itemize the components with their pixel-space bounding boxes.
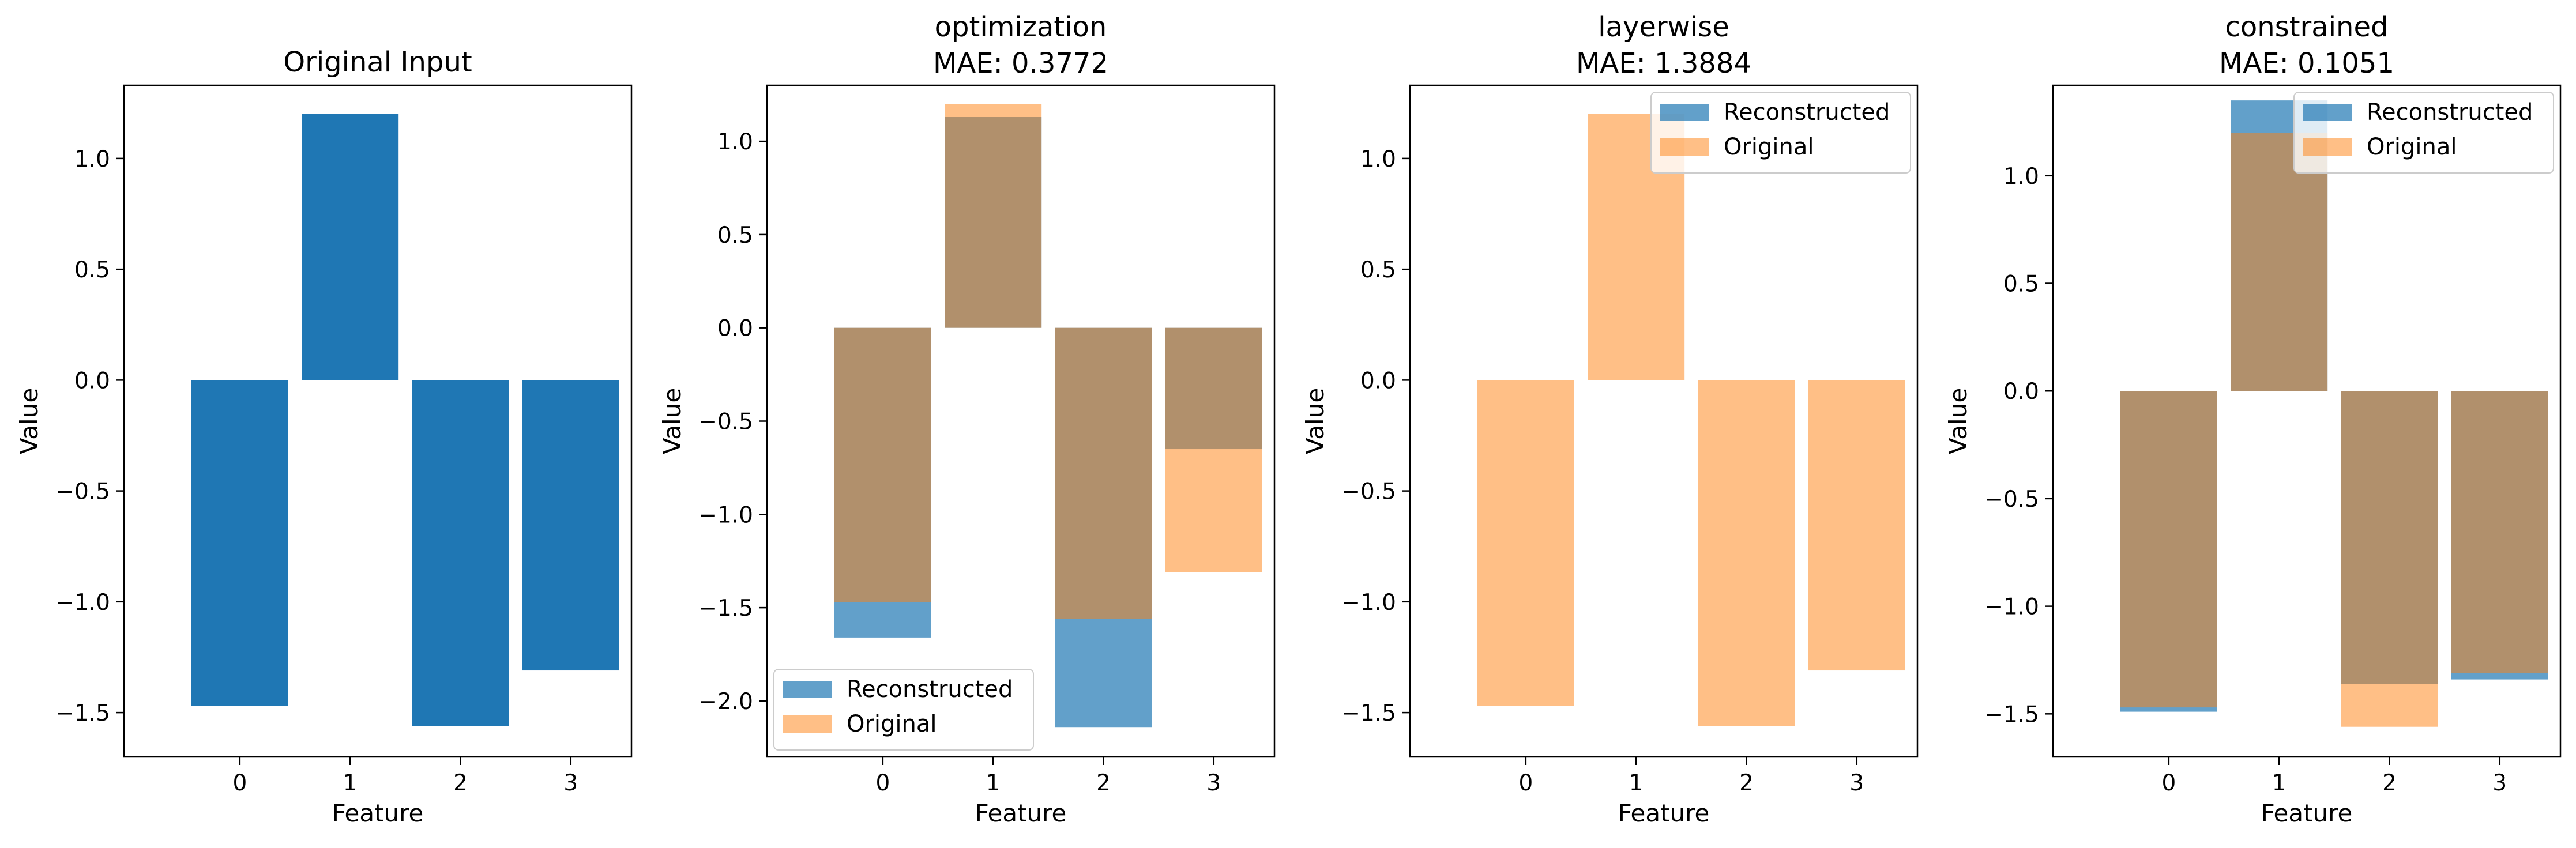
legend-swatch	[1660, 138, 1709, 156]
bar-value-1	[302, 114, 399, 380]
y-tick-label: −2.0	[698, 689, 753, 715]
y-tick-label: 1.0	[717, 129, 753, 155]
x-tick-label: 0	[2161, 770, 2176, 796]
bar-original-2	[1055, 327, 1152, 619]
legend-box	[2293, 92, 2554, 174]
panel-2: 1.0 0.5 0.0 −0.5 −1.0 −1.5 0 1 2 3 Feature Value lay…	[1301, 11, 1919, 827]
legend-label: Reconstructed	[847, 676, 1013, 703]
y-tick-label: −1.5	[55, 700, 110, 726]
x-tick-label: 1	[2272, 770, 2287, 796]
legend-swatch	[1660, 104, 1709, 121]
y-tick-label: −0.5	[1341, 479, 1396, 505]
x-tick-label: 2	[1739, 770, 1754, 796]
x-tick-label: 3	[1206, 770, 1221, 796]
y-tick-label: −1.5	[1341, 700, 1396, 726]
x-tick-label: 2	[453, 770, 468, 796]
y-tick-label: −1.0	[55, 590, 110, 616]
y-tick-label: 1.0	[74, 146, 110, 172]
chart-title: MAE: 0.3772	[933, 47, 1108, 80]
y-tick-label: 0.5	[717, 223, 753, 248]
axes-frame	[123, 84, 633, 758]
chart-title: layerwise	[1598, 11, 1729, 43]
axes-frame	[1409, 84, 1919, 758]
legend-label: Original	[847, 711, 937, 737]
bar-original-2	[2341, 391, 2438, 727]
x-axis-label: Feature	[2261, 799, 2353, 827]
legend-label: Original	[2367, 134, 2457, 160]
panel-0: 1.0 0.5 0.0 −0.5 −1.0 −1.5 0 1 2 3 Feature Value Ori…	[15, 46, 633, 827]
bar-value-0	[191, 380, 288, 706]
bar-original-0	[2120, 391, 2217, 708]
y-tick-label: −0.5	[55, 479, 110, 505]
bar-value-3	[522, 380, 619, 671]
x-tick-label: 3	[563, 770, 578, 796]
y-tick-label: −1.5	[1984, 702, 2039, 728]
legend-label: Original	[1724, 134, 1814, 160]
y-tick-label: 0.0	[1360, 368, 1396, 394]
y-tick-label: −1.0	[1984, 594, 2039, 620]
legend: Reconstructed Original	[1650, 92, 1911, 174]
chart-title: MAE: 0.1051	[2219, 47, 2394, 80]
y-tick-label: 1.0	[1360, 146, 1396, 172]
legend-swatch	[2303, 104, 2352, 121]
legend: Reconstructed Original	[2293, 92, 2554, 174]
bar-original-1	[945, 104, 1042, 328]
y-tick-label: 0.5	[1360, 257, 1396, 283]
y-tick-label: −1.0	[1341, 590, 1396, 616]
bar-original-2	[1698, 380, 1795, 726]
chart-title: MAE: 1.3884	[1576, 47, 1751, 80]
y-tick-label: 1.0	[2003, 164, 2039, 190]
x-tick-label: 1	[343, 770, 358, 796]
panel-3: 1.0 0.5 0.0 −0.5 −1.0 −1.5 0 1 2 3 Feature Value con…	[1944, 11, 2562, 827]
x-axis-label: Feature	[332, 799, 424, 827]
y-tick-label: −0.5	[1984, 487, 2039, 512]
x-tick-label: 2	[2382, 770, 2397, 796]
y-tick-label: 0.5	[2003, 272, 2039, 297]
bar-original-1	[2231, 133, 2328, 391]
bar-value-2	[412, 380, 509, 726]
y-axis-label: Value	[1301, 388, 1329, 454]
y-tick-label: −1.5	[698, 596, 753, 621]
x-tick-label: 0	[1518, 770, 1533, 796]
y-tick-label: 0.0	[74, 368, 110, 394]
bar-original-3	[1165, 327, 1262, 572]
axes-frame	[2052, 84, 2562, 758]
x-tick-label: 3	[2492, 770, 2507, 796]
bar-original-0	[1477, 380, 1574, 706]
chart-title: constrained	[2225, 11, 2389, 43]
x-tick-label: 2	[1096, 770, 1111, 796]
x-tick-label: 1	[986, 770, 1001, 796]
y-tick-label: 0.0	[717, 316, 753, 342]
legend-box	[1650, 92, 1911, 174]
y-tick-label: −1.0	[698, 502, 753, 528]
y-tick-label: −0.5	[698, 409, 753, 435]
x-axis-label: Feature	[1618, 799, 1710, 827]
y-tick-label: 0.5	[74, 257, 110, 283]
legend-box	[773, 669, 1034, 751]
chart-title: Original Input	[283, 46, 472, 78]
panel-1: 1.0 0.5 0.0 −0.5 −1.0 −1.5 −2.0 0 1 2 3 Feature Valu…	[658, 11, 1276, 827]
x-tick-label: 3	[1849, 770, 1864, 796]
legend-swatch	[783, 715, 832, 733]
legend-label: Reconstructed	[2367, 99, 2533, 126]
chart-title: optimization	[935, 11, 1107, 43]
y-tick-label: 0.0	[2003, 379, 2039, 405]
legend-label: Reconstructed	[1724, 99, 1890, 126]
x-tick-label: 1	[1629, 770, 1644, 796]
y-axis-label: Value	[1944, 388, 1972, 454]
legend: Reconstructed Original	[773, 669, 1034, 751]
bar-original-3	[1808, 380, 1905, 671]
x-axis-label: Feature	[975, 799, 1067, 827]
x-tick-label: 0	[232, 770, 247, 796]
y-axis-label: Value	[658, 388, 686, 454]
bar-original-3	[2451, 391, 2548, 673]
y-axis-label: Value	[15, 388, 43, 454]
x-tick-label: 0	[875, 770, 890, 796]
bar-original-0	[834, 327, 931, 602]
legend-swatch	[2303, 138, 2352, 156]
legend-swatch	[783, 681, 832, 698]
